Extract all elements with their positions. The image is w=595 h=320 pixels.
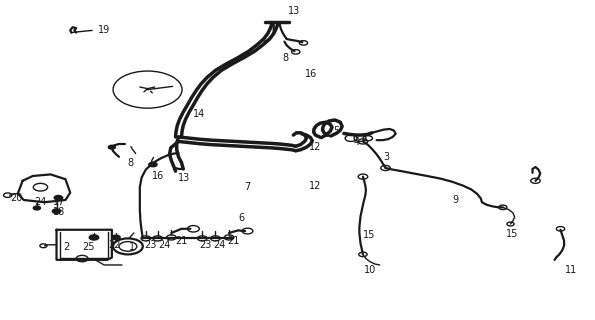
- Text: 16: 16: [305, 68, 317, 79]
- Text: 19: 19: [98, 25, 110, 36]
- Text: 23: 23: [199, 240, 211, 250]
- Text: 24: 24: [35, 196, 46, 207]
- Circle shape: [108, 145, 115, 149]
- Text: 1: 1: [129, 242, 135, 252]
- Text: 7: 7: [244, 182, 250, 192]
- Text: 6: 6: [238, 212, 244, 223]
- Text: 18: 18: [54, 207, 65, 217]
- Circle shape: [149, 162, 157, 167]
- Text: 20: 20: [11, 193, 23, 204]
- Text: 12: 12: [309, 180, 321, 191]
- Text: 21: 21: [176, 236, 187, 246]
- Text: 5: 5: [333, 126, 339, 136]
- Text: 12: 12: [309, 142, 321, 152]
- Text: 17: 17: [54, 196, 65, 207]
- Text: 13: 13: [178, 172, 190, 183]
- Circle shape: [52, 209, 61, 213]
- Text: 16: 16: [152, 171, 164, 181]
- Circle shape: [33, 206, 40, 210]
- Circle shape: [89, 235, 99, 240]
- Text: 4: 4: [354, 137, 360, 148]
- Text: 9: 9: [452, 195, 458, 205]
- Text: 8: 8: [283, 52, 289, 63]
- Text: 11: 11: [565, 265, 577, 276]
- Text: 3: 3: [384, 152, 390, 162]
- Text: 10: 10: [364, 265, 376, 276]
- Text: 25: 25: [82, 242, 95, 252]
- Text: 13: 13: [289, 6, 300, 16]
- Circle shape: [112, 235, 120, 240]
- Text: 8: 8: [128, 158, 134, 168]
- Text: 23: 23: [145, 240, 156, 250]
- Text: 14: 14: [193, 108, 205, 119]
- Text: 21: 21: [228, 236, 240, 246]
- Text: 2: 2: [64, 242, 70, 252]
- Circle shape: [54, 196, 62, 200]
- Text: 15: 15: [506, 228, 518, 239]
- Text: 15: 15: [363, 230, 375, 240]
- Text: 24: 24: [213, 240, 225, 250]
- Text: 22: 22: [108, 240, 121, 250]
- Text: 24: 24: [159, 240, 171, 250]
